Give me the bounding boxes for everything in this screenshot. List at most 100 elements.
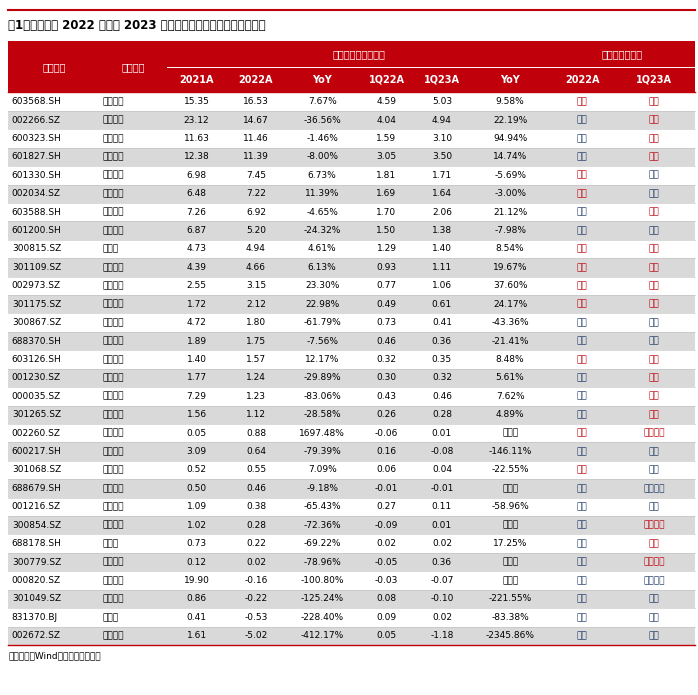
Text: 增长: 增长 <box>648 281 660 291</box>
Text: 1.77: 1.77 <box>186 373 207 382</box>
Text: 0.02: 0.02 <box>432 539 452 548</box>
Text: 0.02: 0.02 <box>376 539 396 548</box>
Text: 增长: 增长 <box>648 152 660 161</box>
Text: -83.06%: -83.06% <box>304 392 341 401</box>
Text: 0.27: 0.27 <box>376 502 396 512</box>
Text: 2022A: 2022A <box>565 74 600 85</box>
Text: 16.53: 16.53 <box>243 97 269 106</box>
Text: 亏损: 亏损 <box>648 631 660 640</box>
Text: 增长: 增长 <box>648 392 660 401</box>
Text: 688178.SH: 688178.SH <box>12 539 61 548</box>
Text: 0.61: 0.61 <box>432 300 452 309</box>
FancyBboxPatch shape <box>8 148 695 166</box>
Text: 1.11: 1.11 <box>432 263 452 272</box>
Text: 0.01: 0.01 <box>432 521 452 530</box>
Text: 7.67%: 7.67% <box>308 97 336 106</box>
Text: 1Q23A: 1Q23A <box>636 74 672 85</box>
Text: 增长: 增长 <box>577 355 588 364</box>
Text: 14.74%: 14.74% <box>493 152 527 161</box>
Text: -83.38%: -83.38% <box>491 613 529 622</box>
Text: 不适用: 不适用 <box>502 557 518 566</box>
Text: 0.41: 0.41 <box>432 318 452 327</box>
Text: 亏损: 亏损 <box>577 594 588 603</box>
Text: 1Q22A: 1Q22A <box>369 74 404 85</box>
Text: 0.16: 0.16 <box>376 447 396 456</box>
FancyBboxPatch shape <box>8 92 695 111</box>
FancyBboxPatch shape <box>8 41 695 92</box>
Text: -8.00%: -8.00% <box>306 152 338 161</box>
Text: 增长: 增长 <box>577 263 588 272</box>
Text: 1.64: 1.64 <box>432 189 452 198</box>
Text: 11.39%: 11.39% <box>305 189 339 198</box>
Text: 300867.SZ: 300867.SZ <box>12 318 61 327</box>
Text: 17.25%: 17.25% <box>493 539 527 548</box>
Text: 0.32: 0.32 <box>376 355 396 364</box>
Text: -61.79%: -61.79% <box>304 318 341 327</box>
Text: -228.40%: -228.40% <box>301 613 343 622</box>
Text: 1.40: 1.40 <box>186 355 207 364</box>
Text: 下降: 下降 <box>577 134 588 143</box>
Text: 增长: 增长 <box>577 300 588 309</box>
Text: 增长: 增长 <box>648 355 660 364</box>
Text: 不适用: 不适用 <box>502 521 518 530</box>
FancyBboxPatch shape <box>8 111 695 129</box>
Text: -21.41%: -21.41% <box>491 336 529 345</box>
Text: 劲旅环境: 劲旅环境 <box>103 373 124 382</box>
FancyBboxPatch shape <box>8 608 695 627</box>
Text: -412.17%: -412.17% <box>301 631 344 640</box>
Text: -1.46%: -1.46% <box>306 134 338 143</box>
Text: 增长: 增长 <box>648 134 660 143</box>
Text: -0.03: -0.03 <box>375 576 398 585</box>
FancyBboxPatch shape <box>8 498 695 516</box>
Text: 0.30: 0.30 <box>376 373 396 382</box>
Text: 1.89: 1.89 <box>186 336 207 345</box>
Text: 601827.SH: 601827.SH <box>12 152 61 161</box>
Text: 1.69: 1.69 <box>376 189 396 198</box>
Text: -0.16: -0.16 <box>244 576 267 585</box>
Text: 603126.SH: 603126.SH <box>12 355 61 364</box>
Text: 4.61%: 4.61% <box>308 245 336 254</box>
Text: 证券代码: 证券代码 <box>42 62 66 72</box>
Text: -65.43%: -65.43% <box>304 502 341 512</box>
Text: 603588.SH: 603588.SH <box>12 208 61 217</box>
Text: 归母净利润（亿元）: 归母净利润（亿元） <box>332 49 385 59</box>
Text: 0.46: 0.46 <box>432 392 452 401</box>
Text: -0.22: -0.22 <box>244 594 267 603</box>
Text: -100.80%: -100.80% <box>300 576 344 585</box>
Text: 增长: 增长 <box>648 208 660 217</box>
Text: 0.52: 0.52 <box>186 466 207 475</box>
Text: 0.06: 0.06 <box>376 466 396 475</box>
Text: 301265.SZ: 301265.SZ <box>12 410 61 419</box>
Text: 4.94: 4.94 <box>432 115 452 124</box>
Text: 2022A: 2022A <box>239 74 273 85</box>
Text: 4.39: 4.39 <box>186 263 207 272</box>
Text: YoY: YoY <box>312 74 332 85</box>
Text: 增长: 增长 <box>577 281 588 291</box>
Text: 0.46: 0.46 <box>376 336 396 345</box>
Text: 下降: 下降 <box>577 226 588 235</box>
Text: 301109.SZ: 301109.SZ <box>12 263 61 272</box>
Text: 曲川仰银: 曲川仰银 <box>103 502 124 512</box>
FancyBboxPatch shape <box>8 387 695 406</box>
Text: 0.73: 0.73 <box>376 318 396 327</box>
Text: 22.98%: 22.98% <box>305 300 339 309</box>
Text: 0.36: 0.36 <box>432 336 452 345</box>
Text: 下降: 下降 <box>577 521 588 530</box>
Text: 1.09: 1.09 <box>186 502 207 512</box>
Text: -69.22%: -69.22% <box>304 539 341 548</box>
Text: 中科环保: 中科环保 <box>103 300 124 309</box>
Text: 下降: 下降 <box>577 392 588 401</box>
Text: 8.54%: 8.54% <box>496 245 524 254</box>
Text: 惠城环保: 惠城环保 <box>103 557 124 566</box>
Text: 亏损: 亏损 <box>648 594 660 603</box>
Text: -146.11%: -146.11% <box>489 447 532 456</box>
Text: 0.86: 0.86 <box>186 594 207 603</box>
FancyBboxPatch shape <box>8 258 695 277</box>
Text: 301068.SZ: 301068.SZ <box>12 466 61 475</box>
FancyBboxPatch shape <box>8 203 695 221</box>
Text: 0.50: 0.50 <box>186 484 207 493</box>
Text: 增长: 增长 <box>577 429 588 438</box>
Text: 7.09%: 7.09% <box>308 466 336 475</box>
Text: 下降: 下降 <box>648 189 660 198</box>
Text: -7.56%: -7.56% <box>306 336 338 345</box>
